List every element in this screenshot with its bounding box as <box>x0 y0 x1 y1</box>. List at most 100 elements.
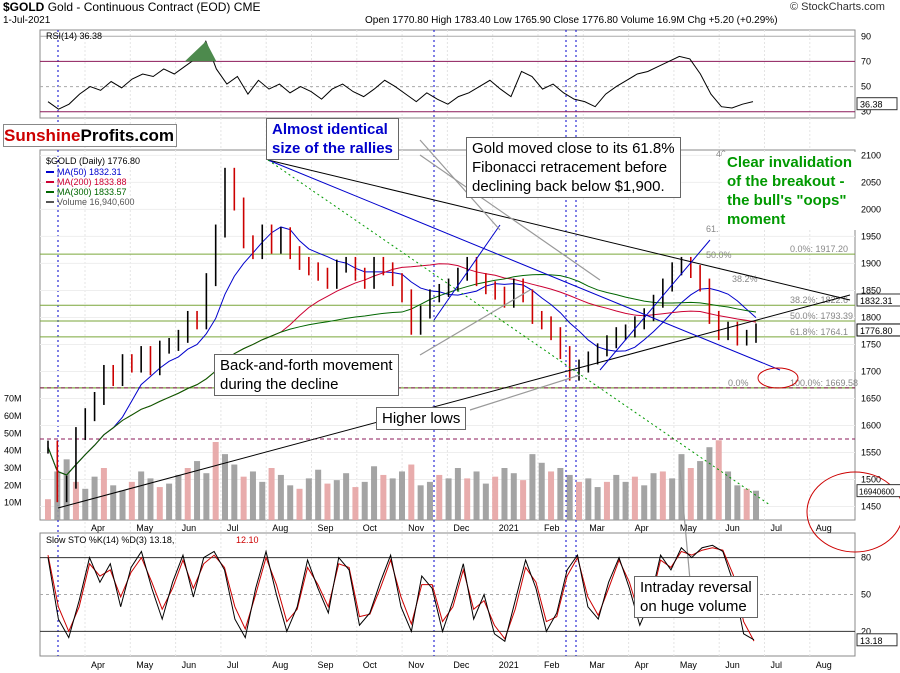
volume-bar <box>520 480 527 520</box>
volume-current-box <box>856 484 900 498</box>
x-tick-label: 2021 <box>499 523 519 533</box>
volume-bar <box>259 481 266 520</box>
volume-bar <box>408 464 415 520</box>
volume-bar <box>557 468 564 520</box>
fib-label: 0.0% <box>728 378 749 388</box>
volume-bar <box>436 474 443 520</box>
volume-tick-label: 30M <box>4 463 22 473</box>
volume-bar <box>361 481 368 520</box>
volume-bar <box>389 478 396 520</box>
volume-bar <box>529 454 536 520</box>
volume-bar <box>641 485 648 520</box>
volume-bar <box>454 468 461 520</box>
highlight-circle <box>757 367 799 389</box>
fib-upper-label: 46 <box>716 149 726 159</box>
volume-bar <box>156 487 163 520</box>
x-tick-label: Dec <box>453 660 470 670</box>
price-tick-label: 1600 <box>861 420 881 430</box>
x-tick-label: Jul <box>771 523 783 533</box>
annotation-back-and-forth: Back-and-forth movement during the decli… <box>214 354 399 396</box>
volume-bar <box>315 469 322 520</box>
trendline-1 <box>267 159 851 301</box>
volume-bar <box>249 471 256 520</box>
volume-bar <box>268 468 275 520</box>
volume-bar <box>110 485 117 520</box>
volume-bar <box>277 474 284 520</box>
volume-bar <box>585 478 592 520</box>
legend-entry: MA(200) 1833.88 <box>57 177 127 187</box>
volume-bar <box>464 478 471 520</box>
volume-current-label: 16940600 <box>859 488 895 497</box>
x-tick-label: Apr <box>635 523 649 533</box>
price-tick-label: 1750 <box>861 339 881 349</box>
volume-bar <box>305 478 312 520</box>
volume-bar <box>333 480 340 520</box>
ma50-current-box <box>856 293 900 307</box>
fib-label: 61.8%: 1764.1 <box>790 327 848 337</box>
rsi-overbought-fill <box>184 41 217 62</box>
volume-bar <box>538 462 545 520</box>
x-tick-label: Sep <box>318 660 334 670</box>
volume-bar <box>128 481 135 520</box>
x-tick-label: Apr <box>635 660 649 670</box>
volume-bar <box>203 473 210 520</box>
volume-bar <box>287 485 294 520</box>
x-tick-label: Sep <box>318 523 334 533</box>
x-tick-label: Mar <box>589 523 605 533</box>
volume-bar <box>659 471 666 520</box>
x-tick-label: Jul <box>227 660 239 670</box>
volume-bar <box>566 474 573 520</box>
volume-bar <box>725 471 732 520</box>
annotation-invalidation: Clear invalidation of the breakout - the… <box>722 152 858 230</box>
volume-bar <box>501 468 508 520</box>
volume-bar <box>100 468 107 520</box>
annotation-almost-identical: Almost identical size of the rallies <box>266 118 399 160</box>
callout-pointer-3 <box>469 374 581 411</box>
volume-tick-label: 40M <box>4 446 22 456</box>
volume-bar <box>119 490 126 520</box>
chart-date: 1-Jul-2021 <box>3 15 51 26</box>
volume-bar <box>399 471 405 520</box>
volume-bar <box>603 481 610 520</box>
legend-entry: Volume 16,940,600 <box>57 197 135 207</box>
x-tick-label: May <box>680 523 698 533</box>
fib-upper-label: 61. <box>706 224 719 234</box>
x-tick-label: Jul <box>227 523 239 533</box>
price-tick-label: 1800 <box>861 312 881 322</box>
price-tick-label: 2100 <box>861 150 881 160</box>
volume-bar <box>296 488 303 520</box>
annotation-higher-lows: Higher lows <box>376 407 467 430</box>
trendline-2 <box>267 159 781 371</box>
price-tick-label: 1450 <box>861 501 881 511</box>
x-tick-label: Jul <box>771 660 783 670</box>
x-tick-label: Aug <box>272 660 288 670</box>
volume-bar <box>138 471 145 520</box>
x-tick-label: 2021 <box>499 660 519 670</box>
x-tick-label: Feb <box>544 523 560 533</box>
x-tick-label: Mar <box>589 660 605 670</box>
x-tick-label: Nov <box>408 660 425 670</box>
stoch-tick-label: 20 <box>861 626 871 636</box>
rsi-line <box>47 40 754 110</box>
volume-bar <box>45 499 51 520</box>
brand-logo: SunshineProfits.com <box>3 124 177 147</box>
volume-bar <box>240 476 247 520</box>
volume-bar <box>417 485 424 520</box>
rsi-title: RSI(14) 36.38 <box>46 31 102 41</box>
volume-bar <box>371 466 378 520</box>
volume-bar <box>166 483 173 520</box>
volume-bar <box>613 474 620 520</box>
price-tick-label: 2000 <box>861 204 881 214</box>
stoch-current-label: 13.18 <box>860 636 883 646</box>
x-tick-label: Oct <box>363 660 378 670</box>
legend-entry: MA(50) 1832.31 <box>57 167 122 177</box>
symbol-description: Gold - Continuous Contract (EOD) <box>47 0 231 14</box>
volume-bar <box>72 481 79 520</box>
volume-bar <box>194 461 201 520</box>
stoch-tick-label: 80 <box>861 553 871 563</box>
rsi-current-label: 36.38 <box>860 100 883 110</box>
x-tick-label: Dec <box>453 523 470 533</box>
volume-bar <box>147 478 154 520</box>
annotation-intraday-reversal: Intraday reversal on huge volume <box>634 576 758 618</box>
volume-bar <box>631 476 638 520</box>
